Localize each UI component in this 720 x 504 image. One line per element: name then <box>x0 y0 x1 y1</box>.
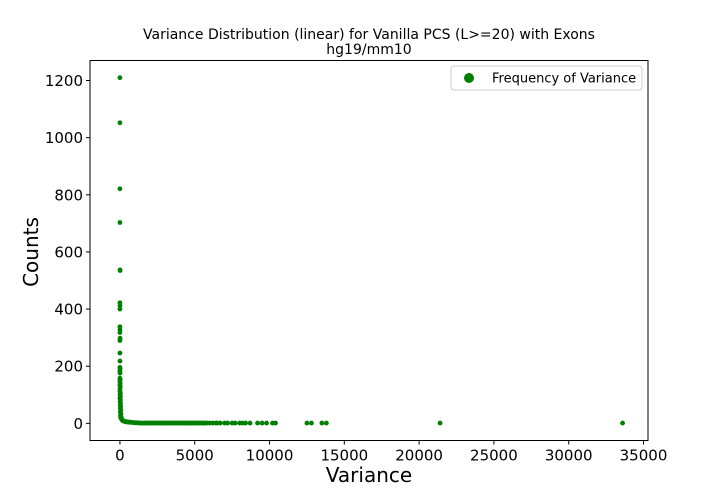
data-point-116 <box>232 420 238 426</box>
data-point-13 <box>117 338 123 343</box>
y-axis-label: Counts <box>19 217 43 287</box>
y-tick-label-5: 1000 <box>45 129 83 147</box>
y-tick-label-2: 400 <box>54 301 83 319</box>
x-tick-label-5: 25000 <box>470 447 518 465</box>
x-axis-label: Variance <box>326 463 412 487</box>
legend-box <box>450 65 643 91</box>
legend: Frequency of Variance <box>450 65 643 91</box>
data-point-123 <box>264 420 269 426</box>
data-point-112 <box>217 420 223 426</box>
x-tick-label-2: 10000 <box>246 447 294 465</box>
y-tick-label-6: 1200 <box>45 72 83 90</box>
chart-title: Variance Distribution (linear) for Vanil… <box>143 27 595 43</box>
data-point-125 <box>273 420 278 426</box>
data-point-127 <box>309 420 314 426</box>
data-point-131 <box>620 420 625 426</box>
data-point-126 <box>304 420 310 426</box>
chart-subtitle: hg19/mm10 <box>326 42 411 58</box>
data-point-2 <box>117 186 123 192</box>
data-point-130 <box>437 420 443 426</box>
x-tick-label-4: 20000 <box>395 447 443 465</box>
data-point-1 <box>117 120 123 126</box>
legend-marker <box>464 73 474 83</box>
data-point-8 <box>117 306 123 312</box>
y-tick-label-1: 200 <box>54 358 83 376</box>
data-point-129 <box>323 420 329 426</box>
data-point-120 <box>247 420 253 426</box>
y-tick-label-3: 600 <box>54 243 83 261</box>
data-point-3 <box>117 220 123 225</box>
data-point-15 <box>117 358 123 364</box>
x-tick-label-7: 35000 <box>620 447 668 465</box>
data-point-5 <box>117 268 123 273</box>
data-point-128 <box>319 420 325 426</box>
y-axis-ticks: 0 200 400 600 800 1000 1200 <box>45 72 90 433</box>
plot-frame <box>89 60 649 441</box>
y-tick-label-4: 800 <box>54 186 83 204</box>
data-point-0 <box>117 75 123 81</box>
data-point-14 <box>117 350 123 356</box>
x-tick-label-3: 15000 <box>320 447 368 465</box>
x-tick-label-1: 5000 <box>176 447 214 465</box>
legend-entry-label: Frequency of Variance <box>492 72 636 87</box>
data-point-7 <box>117 303 123 309</box>
x-tick-label-6: 30000 <box>545 447 593 465</box>
data-point-11 <box>117 330 123 335</box>
data-points <box>117 75 625 426</box>
data-point-114 <box>225 420 231 426</box>
y-tick-label-0: 0 <box>73 415 83 433</box>
data-point-19 <box>117 370 123 376</box>
data-point-119 <box>243 420 248 426</box>
x-axis-ticks: 0 5000 10000 15000 20000 25000 30000 35000 <box>115 440 668 465</box>
data-point-121 <box>255 420 260 426</box>
data-point-122 <box>259 420 265 426</box>
x-tick-label-0: 0 <box>115 447 125 465</box>
